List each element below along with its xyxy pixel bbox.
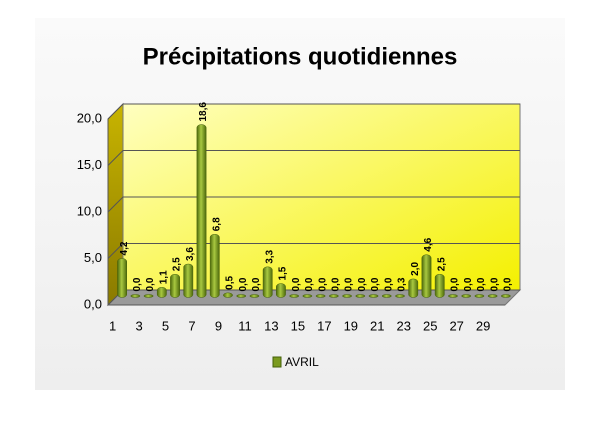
y-tick-label: 10,0 [77,203,102,218]
value-label: 2,5 [172,257,183,271]
bar [249,294,260,298]
x-tick-label: 1 [109,318,116,333]
bar [262,266,273,298]
value-label: 1,5 [278,266,289,280]
bar [276,283,286,298]
value-label: 0,0 [251,277,262,291]
y-tick-label: 15,0 [77,157,102,172]
value-label: 2,0 [410,262,421,276]
bar [328,294,339,298]
x-tick-label: 3 [135,318,142,333]
bar [143,294,154,298]
value-label: 0,0 [238,277,249,291]
value-label: 3,6 [185,247,196,261]
value-label: 0,0 [370,277,381,291]
y-tick-label: 5,0 [84,250,102,265]
bar [381,294,392,298]
grid-line [107,150,520,166]
x-tick-label: 19 [344,318,358,333]
value-label: 0,5 [225,276,236,290]
bar [395,294,405,298]
bar [368,294,379,298]
grid-line [107,243,520,259]
value-label: 18,6 [198,102,209,122]
bar [156,287,167,298]
value-label: 6,8 [211,217,222,231]
value-label: 0,0 [344,277,355,291]
bar [183,263,194,298]
bar [315,294,326,298]
bar [130,294,141,298]
value-label: 0,0 [357,277,368,291]
value-label: 4,2 [119,241,130,255]
bar [487,294,498,298]
value-label: 0,0 [304,277,315,291]
y-tick-label: 0,0 [84,296,102,311]
value-label: 0,0 [463,277,474,291]
value-label: 3,3 [264,249,275,263]
bar [196,124,207,298]
legend-label: AVRIL [285,355,319,369]
x-tick-label: 5 [162,318,169,333]
chart-title: Précipitations quotidiennes [143,43,458,70]
value-label: 4,6 [423,237,434,251]
value-label: 0,0 [317,277,328,291]
grid-line [107,103,520,120]
value-label: 0,0 [291,277,302,291]
value-label: 0,0 [145,277,156,291]
value-label: 1,1 [158,270,169,284]
x-tick-label: 25 [423,318,437,333]
bar [474,294,485,298]
bar [236,294,247,298]
legend-swatch [272,356,282,368]
value-label: 0,0 [503,277,514,291]
bar [289,294,300,298]
bar [170,274,180,298]
bar [342,294,352,298]
bar [421,254,432,298]
x-tick-label: 7 [188,318,195,333]
value-label: 0,3 [397,277,408,291]
bar [434,274,445,298]
bar [209,234,220,298]
value-label: 0,0 [132,277,143,291]
bar [223,292,233,298]
y-tick-label: 20,0 [77,110,102,125]
bar [355,294,366,298]
value-label: 2,5 [436,257,447,271]
x-tick-label: 29 [476,318,490,333]
x-tick-label: 17 [317,318,331,333]
value-label: 0,0 [383,277,394,291]
x-tick-label: 9 [215,318,222,333]
x-tick-label: 21 [370,318,384,333]
x-tick-label: 13 [264,318,278,333]
bar [302,294,313,298]
bar [117,258,127,298]
value-label: 0,0 [476,277,487,291]
bar [408,278,419,298]
bar [501,294,511,298]
x-tick-label: 15 [291,318,305,333]
x-tick-label: 23 [397,318,411,333]
value-label: 0,0 [489,277,500,291]
x-tick-label: 11 [238,318,252,333]
bar [461,294,472,298]
bar [448,294,458,298]
grid-line [107,196,520,213]
value-label: 0,0 [330,277,341,291]
x-tick-label: 27 [449,318,463,333]
value-label: 0,0 [450,277,461,291]
